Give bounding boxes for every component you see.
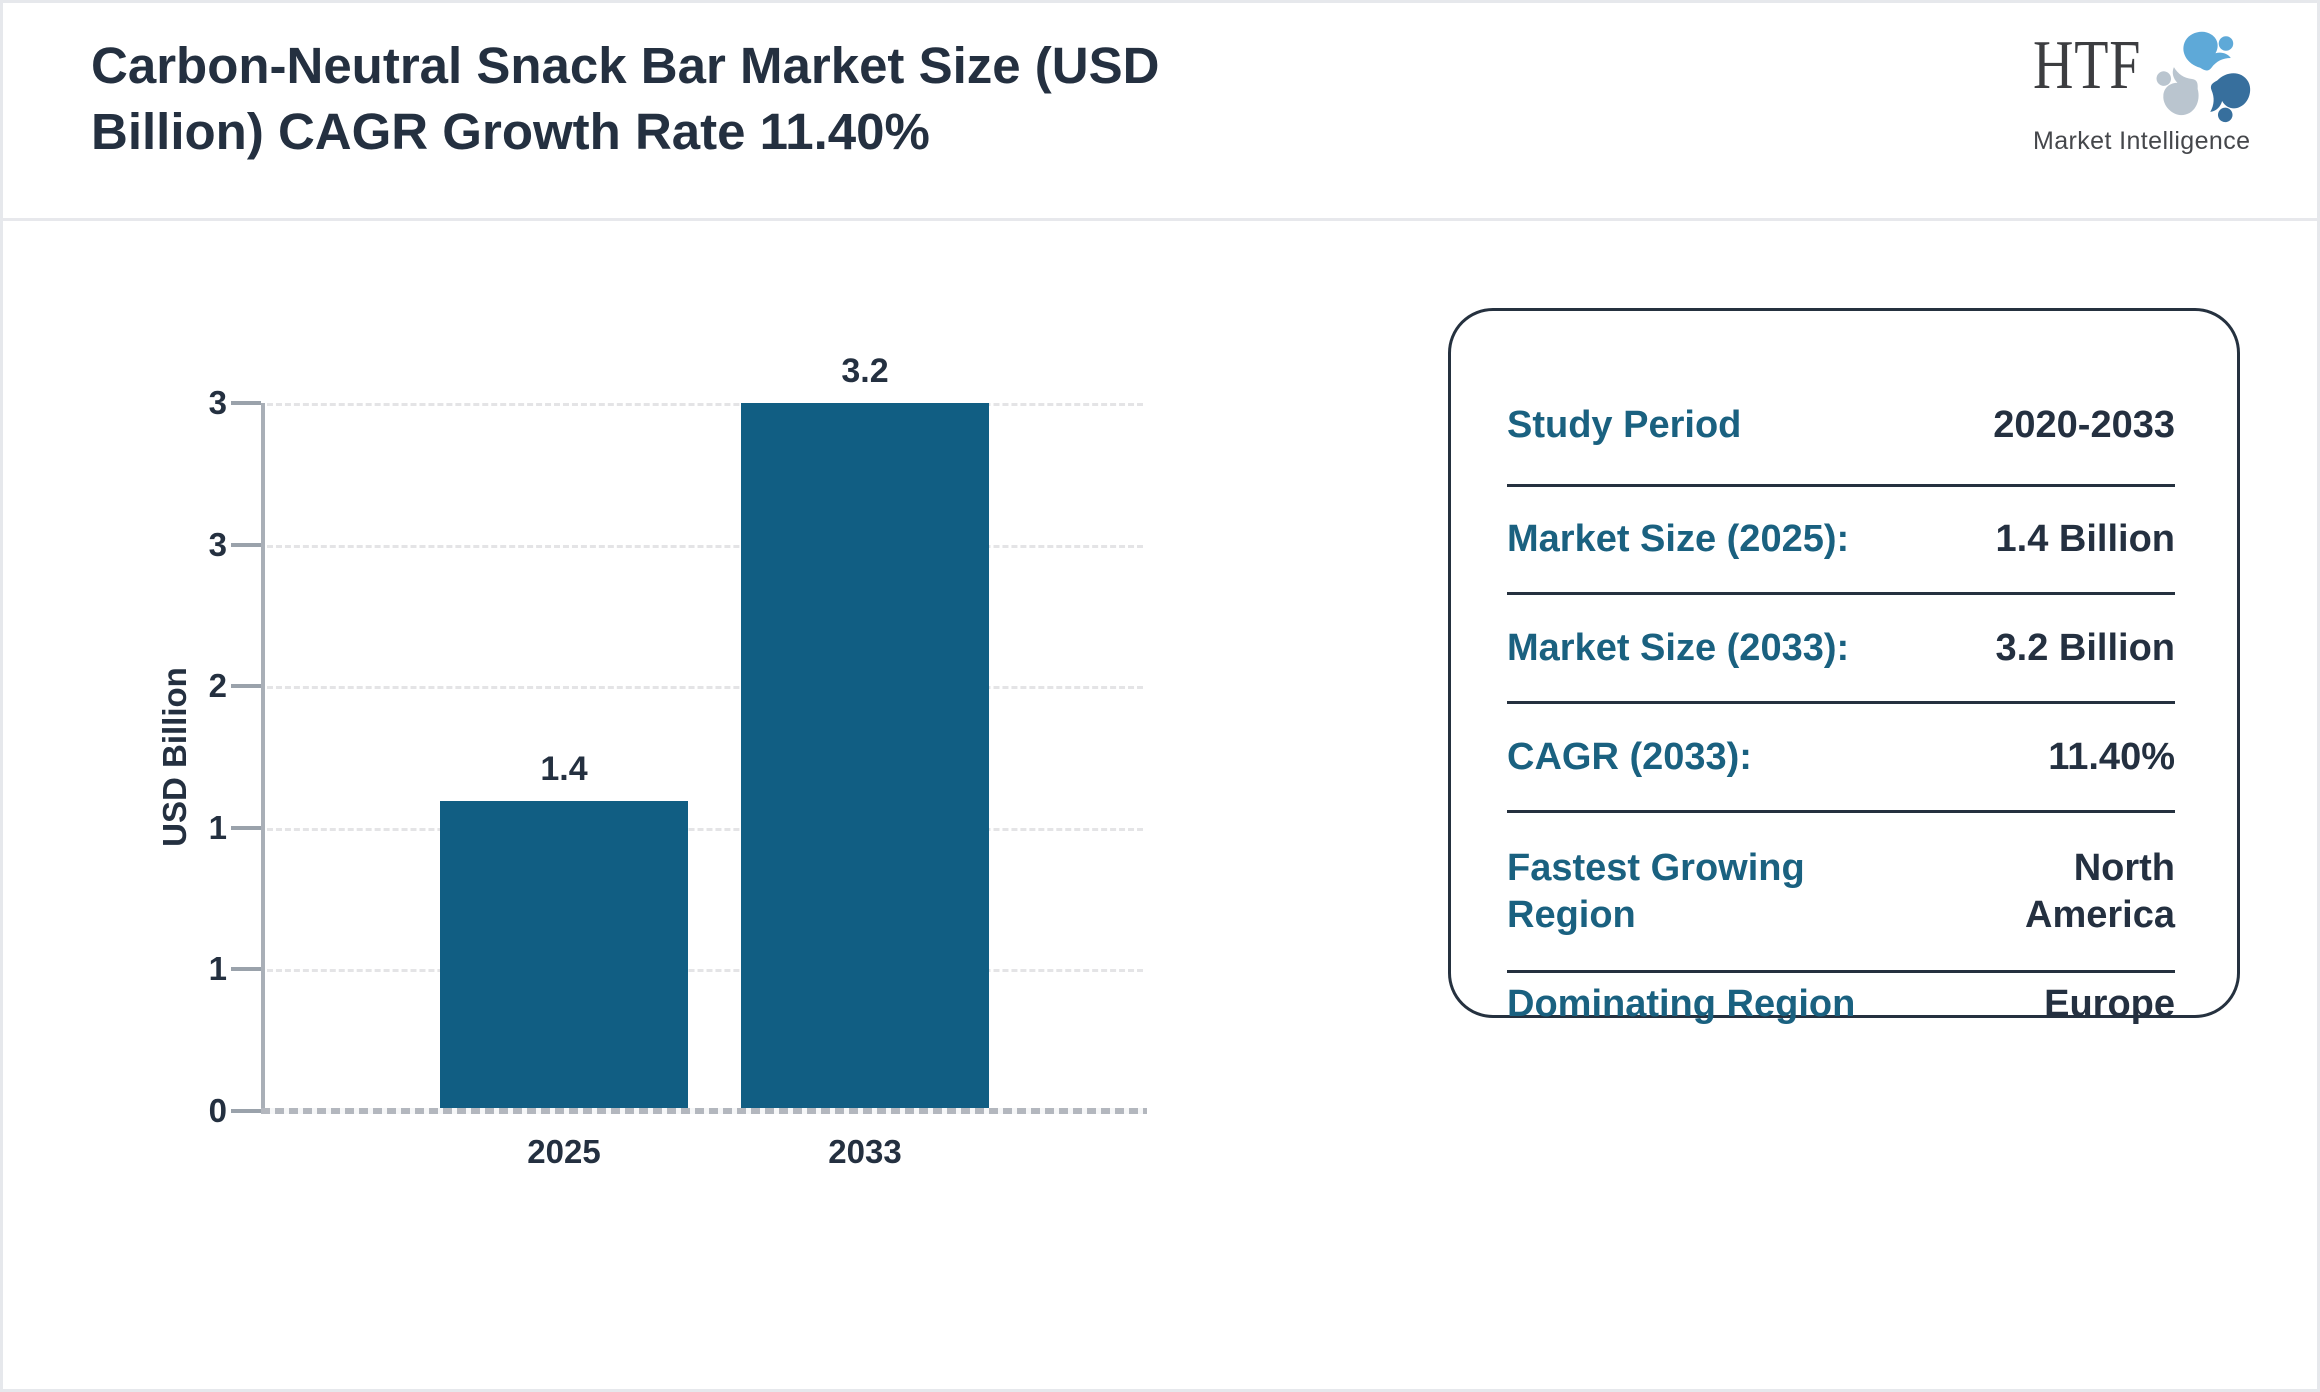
y-tick <box>231 967 261 972</box>
summary-value: 2020-2033 <box>1993 403 2175 446</box>
summary-label: Market Size (2025): <box>1507 518 1850 561</box>
summary-value: 11.40% <box>2048 735 2175 778</box>
three-swirling-figures-icon <box>2156 31 2251 123</box>
bar <box>440 801 688 1111</box>
y-tick-label: 3 <box>208 384 227 421</box>
y-tick <box>231 542 261 547</box>
y-tick-label: 1 <box>208 808 227 846</box>
page-title-line-2: Billion) CAGR Growth Rate 11.40% <box>91 103 930 160</box>
gridline <box>267 403 1143 406</box>
summary-label: Market Size (2033): <box>1507 626 1850 669</box>
y-tick <box>231 825 261 830</box>
y-tick <box>231 684 261 689</box>
x-axis-line <box>261 1108 1147 1114</box>
logo-subtitle: Market Intelligence <box>2033 127 2251 155</box>
plot-area: 1.4 3.2 3 3 2 1 1 0 2025 2033 <box>209 352 1147 1170</box>
summary-row: Study Period 2020-2033 <box>1507 366 2175 487</box>
x-tick-label: 2025 <box>527 1133 601 1170</box>
page-title-line-1: Carbon-Neutral Snack Bar Market Size (US… <box>91 37 1160 94</box>
gridline <box>267 544 1143 548</box>
y-tick-label: 3 <box>208 525 227 563</box>
y-tick <box>231 401 261 405</box>
summary-row: Market Size (2033): 3.2 Billion <box>1507 595 2175 704</box>
bar-group-2033: 3.2 <box>741 352 989 1111</box>
summary-label: Dominating Region <box>1507 983 1856 1026</box>
page-title: Carbon-Neutral Snack Bar Market Size (US… <box>91 33 1331 165</box>
summary-row: Fastest Growing Region North America <box>1507 813 2175 973</box>
brand-logo-row: HTF <box>2033 27 2265 129</box>
bar-value-label: 3.2 <box>841 352 889 390</box>
gridline <box>267 686 1143 690</box>
summary-value: 1.4 Billion <box>1995 518 2175 561</box>
summary-label: Study Period <box>1507 403 1742 446</box>
bar-group-2025: 1.4 <box>440 403 688 1111</box>
summary-row: Dominating Region Europe <box>1507 973 2175 1036</box>
summary-label: CAGR (2033): <box>1507 735 1752 778</box>
summary-value: North America <box>2025 847 2175 936</box>
gridline <box>267 827 1143 831</box>
summary-row: CAGR (2033): 11.40% <box>1507 704 2175 813</box>
summary-label: Fastest Growing Region <box>1507 847 1805 936</box>
y-tick-label: 0 <box>208 1092 227 1129</box>
y-tick-label: 2 <box>208 667 227 705</box>
summary-card: Study Period 2020-2033 Market Size (2025… <box>1448 308 2240 1025</box>
bar-value-label: 1.4 <box>540 750 588 789</box>
summary-value: 3.2 Billion <box>1995 626 2175 669</box>
summary-row: Market Size (2025): 1.4 Billion <box>1507 487 2175 595</box>
gridline <box>267 969 1143 973</box>
summary-value: Europe <box>2044 983 2175 1026</box>
y-tick <box>231 1109 261 1113</box>
x-tick-label: 2033 <box>828 1133 902 1170</box>
logo-wordmark: HTF <box>2033 27 2142 104</box>
header: Carbon-Neutral Snack Bar Market Size (US… <box>3 3 2317 221</box>
brand-logo: HTF <box>2033 27 2265 156</box>
bar <box>741 403 989 1111</box>
y-tick-label: 1 <box>208 950 227 988</box>
